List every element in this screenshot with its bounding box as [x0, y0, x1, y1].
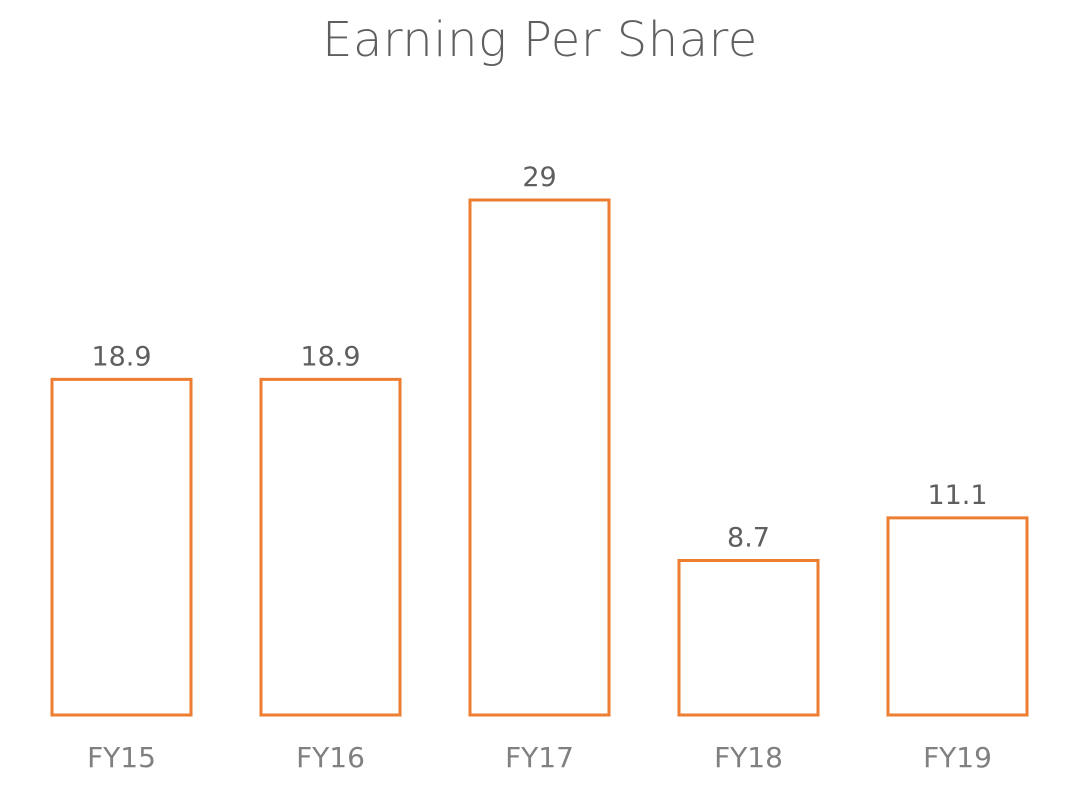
- data-label-fy15: 18.9: [91, 341, 151, 372]
- x-tick-label-fy16: FY16: [296, 741, 365, 774]
- bar-fy17: [468, 198, 611, 717]
- bar-fy18: [677, 559, 820, 717]
- data-label-fy19: 11.1: [927, 480, 987, 511]
- bar-fy16: [259, 377, 402, 717]
- chart-title: Earning Per Share: [322, 12, 758, 68]
- data-label-fy16: 18.9: [300, 341, 360, 372]
- bar-fy15: [50, 377, 193, 717]
- x-tick-label-fy18: FY18: [714, 741, 783, 774]
- data-labels-layer: 18.9 18.9 29 8.7 11.1: [91, 162, 987, 554]
- x-tick-label-fy17: FY17: [505, 741, 574, 774]
- x-tick-label-fy15: FY15: [87, 741, 156, 774]
- x-tick-label-fy19: FY19: [923, 741, 992, 774]
- bar-fy19: [886, 516, 1029, 717]
- data-label-fy18: 8.7: [727, 523, 770, 554]
- bars-layer: [50, 198, 1029, 717]
- data-label-fy17: 29: [522, 162, 556, 193]
- x-tick-labels-layer: FY15 FY16 FY17 FY18 FY19: [87, 741, 992, 774]
